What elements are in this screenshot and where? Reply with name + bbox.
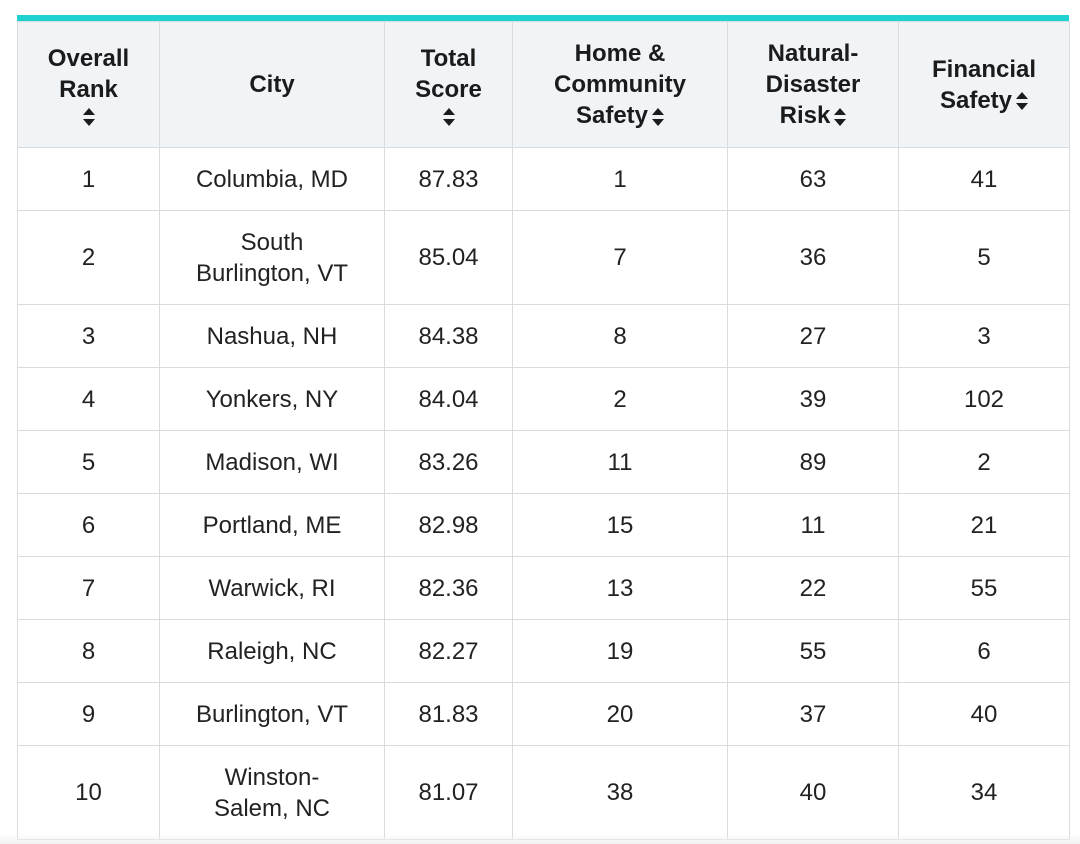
- cell-natural-risk: 63: [728, 148, 899, 211]
- cell-rank: 1: [18, 148, 160, 211]
- cell-home-safety: 20: [513, 683, 728, 746]
- cell-home-safety: 38: [513, 746, 728, 840]
- cell-total-score: 81.07: [385, 746, 513, 840]
- table-row: 4 Yonkers, NY 84.04 2 39 102: [18, 368, 1070, 431]
- bottom-fade: [0, 834, 1080, 844]
- cell-city: Columbia, MD: [160, 148, 385, 211]
- cell-total-score: 83.26: [385, 431, 513, 494]
- cell-natural-risk: 55: [728, 620, 899, 683]
- sort-icon[interactable]: [443, 108, 455, 126]
- cell-financial-safety: 41: [899, 148, 1070, 211]
- rankings-table-container: Overall Rank City Total Score Home & Com…: [17, 15, 1069, 840]
- table-row: 9 Burlington, VT 81.83 20 37 40: [18, 683, 1070, 746]
- cell-natural-risk: 37: [728, 683, 899, 746]
- table-row: 2 South Burlington, VT 85.04 7 36 5: [18, 211, 1070, 305]
- cell-home-safety: 11: [513, 431, 728, 494]
- cell-natural-risk: 89: [728, 431, 899, 494]
- cell-home-safety: 7: [513, 211, 728, 305]
- cell-total-score: 81.83: [385, 683, 513, 746]
- cell-natural-risk: 22: [728, 557, 899, 620]
- cell-city: Raleigh, NC: [160, 620, 385, 683]
- cell-financial-safety: 6: [899, 620, 1070, 683]
- cell-financial-safety: 5: [899, 211, 1070, 305]
- header-total-score[interactable]: Total Score: [385, 22, 513, 148]
- rankings-table: Overall Rank City Total Score Home & Com…: [17, 21, 1070, 840]
- cell-rank: 7: [18, 557, 160, 620]
- cell-financial-safety: 40: [899, 683, 1070, 746]
- table-row: 5 Madison, WI 83.26 11 89 2: [18, 431, 1070, 494]
- table-row: 1 Columbia, MD 87.83 1 63 41: [18, 148, 1070, 211]
- cell-financial-safety: 21: [899, 494, 1070, 557]
- cell-natural-risk: 36: [728, 211, 899, 305]
- cell-financial-safety: 2: [899, 431, 1070, 494]
- cell-natural-risk: 11: [728, 494, 899, 557]
- cell-total-score: 84.38: [385, 305, 513, 368]
- cell-city: Winston-Salem, NC: [160, 746, 385, 840]
- cell-natural-risk: 27: [728, 305, 899, 368]
- cell-natural-risk: 39: [728, 368, 899, 431]
- cell-natural-risk: 40: [728, 746, 899, 840]
- cell-total-score: 85.04: [385, 211, 513, 305]
- sort-icon[interactable]: [652, 108, 664, 126]
- cell-rank: 3: [18, 305, 160, 368]
- cell-home-safety: 13: [513, 557, 728, 620]
- cell-city: Burlington, VT: [160, 683, 385, 746]
- header-overall-rank[interactable]: Overall Rank: [18, 22, 160, 148]
- cell-home-safety: 8: [513, 305, 728, 368]
- cell-city: Portland, ME: [160, 494, 385, 557]
- cell-total-score: 82.36: [385, 557, 513, 620]
- cell-total-score: 82.27: [385, 620, 513, 683]
- table-header-row: Overall Rank City Total Score Home & Com…: [18, 22, 1070, 148]
- cell-total-score: 87.83: [385, 148, 513, 211]
- cell-total-score: 82.98: [385, 494, 513, 557]
- cell-rank: 10: [18, 746, 160, 840]
- sort-icon[interactable]: [1016, 92, 1028, 110]
- cell-rank: 4: [18, 368, 160, 431]
- table-row: 8 Raleigh, NC 82.27 19 55 6: [18, 620, 1070, 683]
- cell-city: Warwick, RI: [160, 557, 385, 620]
- cell-financial-safety: 55: [899, 557, 1070, 620]
- cell-city: South Burlington, VT: [160, 211, 385, 305]
- table-row: 7 Warwick, RI 82.36 13 22 55: [18, 557, 1070, 620]
- header-city: City: [160, 22, 385, 148]
- sort-icon[interactable]: [834, 108, 846, 126]
- cell-rank: 6: [18, 494, 160, 557]
- cell-home-safety: 15: [513, 494, 728, 557]
- cell-city: Yonkers, NY: [160, 368, 385, 431]
- cell-home-safety: 2: [513, 368, 728, 431]
- cell-financial-safety: 3: [899, 305, 1070, 368]
- cell-city: Madison, WI: [160, 431, 385, 494]
- cell-rank: 2: [18, 211, 160, 305]
- cell-total-score: 84.04: [385, 368, 513, 431]
- header-financial-safety[interactable]: Financial Safety: [899, 22, 1070, 148]
- sort-icon[interactable]: [83, 108, 95, 126]
- table-row: 10 Winston-Salem, NC 81.07 38 40 34: [18, 746, 1070, 840]
- cell-financial-safety: 102: [899, 368, 1070, 431]
- table-row: 3 Nashua, NH 84.38 8 27 3: [18, 305, 1070, 368]
- cell-financial-safety: 34: [899, 746, 1070, 840]
- table-row: 6 Portland, ME 82.98 15 11 21: [18, 494, 1070, 557]
- header-natural-disaster-risk[interactable]: Natural- Disaster Risk: [728, 22, 899, 148]
- cell-home-safety: 1: [513, 148, 728, 211]
- cell-city: Nashua, NH: [160, 305, 385, 368]
- cell-rank: 9: [18, 683, 160, 746]
- cell-home-safety: 19: [513, 620, 728, 683]
- cell-rank: 8: [18, 620, 160, 683]
- cell-rank: 5: [18, 431, 160, 494]
- header-home-community-safety[interactable]: Home & Community Safety: [513, 22, 728, 148]
